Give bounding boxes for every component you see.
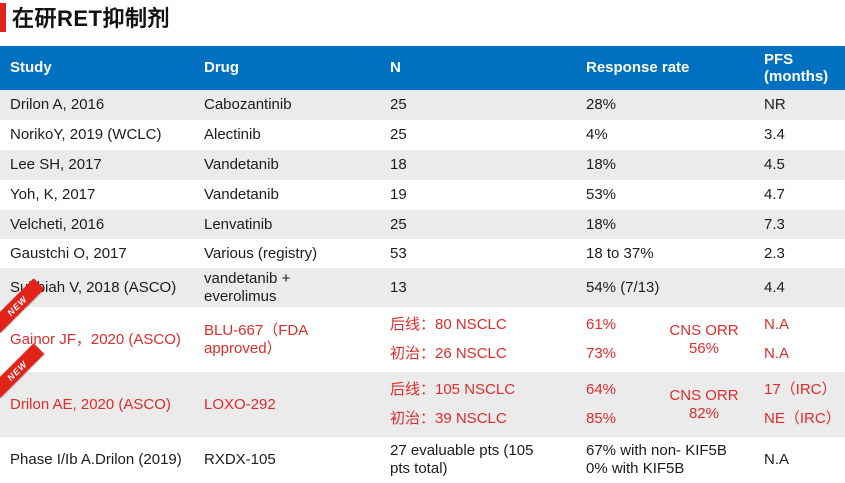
header-response-rate: Response rate xyxy=(586,59,690,77)
cell-n: 27 evaluable pts (105 pts total) xyxy=(390,442,534,477)
cell-n: 25 xyxy=(390,96,407,114)
cell-n: 13 xyxy=(390,278,407,296)
table-row: Yoh, K, 2017 Vandetanib 19 53% 4.7 xyxy=(0,180,845,210)
cell-pfs: N.A xyxy=(764,451,790,469)
cell-response-rate: 53% xyxy=(586,186,617,204)
table-row: Lee SH, 2017 Vandetanib 18 18% 4.5 xyxy=(0,150,845,180)
cell-study: Gainor JF，2020 (ASCO) xyxy=(10,330,181,348)
cell-response-rate: 54% (7/13) xyxy=(586,278,660,296)
cell-cns-orr: CNS ORR 82% xyxy=(669,386,739,422)
cell-drug: BLU-667（FDA approved） xyxy=(204,321,309,357)
cell-study: Drilon A, 2016 xyxy=(10,96,105,114)
cell-n: 19 xyxy=(390,186,407,204)
cell-n: 后线：105 NSCLC 初治：39 NSCLC xyxy=(390,380,516,428)
table-row: Gaustchi O, 2017 Various (registry) 53 18 t… xyxy=(0,239,845,268)
cell-drug: Vandetanib xyxy=(204,156,279,174)
cell-study: Subbiah V, 2018 (ASCO) xyxy=(10,278,177,296)
table-row: Velcheti, 2016 Lenvatinib 25 18% 7.3 xyxy=(0,210,845,239)
cell-n: 25 xyxy=(390,126,407,144)
cell-study: NorikoY, 2019 (WCLC) xyxy=(10,126,162,144)
cell-drug: Various (registry) xyxy=(204,244,318,262)
cell-response-rate: 67% with non- KIF5B 0% with KIF5B xyxy=(586,442,727,477)
cell-pfs: 7.3 xyxy=(764,215,785,233)
cell-drug: Cabozantinib xyxy=(204,96,292,114)
header-drug: Drug xyxy=(204,59,239,77)
table-row: NEW Drilon AE, 2020 (ASCO) LOXO-292 后线：105 … xyxy=(0,343,845,437)
cell-pfs: 4.7 xyxy=(764,186,785,204)
cell-response-rate: 61% 73% xyxy=(586,315,617,363)
cell-n: 后线：80 NSCLC 初治：26 NSCLC xyxy=(390,315,507,363)
cell-study: Velcheti, 2016 xyxy=(10,215,105,233)
cell-response-rate: 28% xyxy=(586,96,617,114)
cell-response-rate: 18 to 37% xyxy=(586,244,654,262)
table-header-row: Study Drug N Response rate PFS (months) xyxy=(0,46,845,90)
cell-pfs: 4.4 xyxy=(764,278,785,296)
table-row: Phase I/Ib A.Drilon (2019) RXDX-105 27 eva… xyxy=(0,437,845,483)
cell-pfs: N.A N.A xyxy=(764,315,790,363)
header-pfs: PFS (months) xyxy=(764,50,829,85)
cell-response-rate: 4% xyxy=(586,126,608,144)
cell-n: 25 xyxy=(390,215,407,233)
cell-response-rate: 18% xyxy=(586,156,617,174)
cell-drug: LOXO-292 xyxy=(204,395,276,413)
cell-study: Phase I/Ib A.Drilon (2019) xyxy=(10,451,182,469)
cell-drug: Alectinib xyxy=(204,126,261,144)
slide-title-area: 在研RET抑制剂 xyxy=(0,0,845,46)
table-row: Drilon A, 2016 Cabozantinib 25 28% NR xyxy=(0,90,845,120)
cell-study: Drilon AE, 2020 (ASCO) xyxy=(10,395,171,413)
cell-study: Gaustchi O, 2017 xyxy=(10,244,127,262)
cell-response-rate: 18% xyxy=(586,215,617,233)
ret-inhibitor-table: Study Drug N Response rate PFS (months) … xyxy=(0,46,845,483)
cell-pfs: NR xyxy=(764,96,786,114)
header-n: N xyxy=(390,59,401,77)
table-row: NorikoY, 2019 (WCLC) Alectinib 25 4% 3.4 xyxy=(0,120,845,150)
table-row: NEW Gainor JF，2020 (ASCO) BLU-667（FDA appro… xyxy=(0,278,845,372)
cell-response-rate: 64% 85% xyxy=(586,380,617,428)
header-study: Study xyxy=(10,59,52,77)
cell-drug: vandetanib + everolimus xyxy=(204,269,291,305)
cell-pfs: 2.3 xyxy=(764,244,785,262)
page-title: 在研RET抑制剂 xyxy=(12,6,171,31)
cell-cns-orr: CNS ORR 56% xyxy=(669,321,739,357)
cell-n: 18 xyxy=(390,156,407,174)
cell-study: Yoh, K, 2017 xyxy=(10,186,96,204)
cell-drug: Vandetanib xyxy=(204,186,279,204)
cell-pfs: 17（IRC） NE（IRC） xyxy=(764,380,841,428)
cell-study: Lee SH, 2017 xyxy=(10,156,102,174)
cell-pfs: 3.4 xyxy=(764,126,785,144)
table-row: Subbiah V, 2018 (ASCO) vandetanib + everol… xyxy=(0,268,845,307)
cell-pfs: 4.5 xyxy=(764,156,785,174)
cell-drug: Lenvatinib xyxy=(204,215,273,233)
title-accent-bar xyxy=(0,3,6,32)
cell-n: 53 xyxy=(390,244,407,262)
table-body: Drilon A, 2016 Cabozantinib 25 28% NR NorikoY… xyxy=(0,90,845,483)
cell-drug: RXDX-105 xyxy=(204,451,276,469)
